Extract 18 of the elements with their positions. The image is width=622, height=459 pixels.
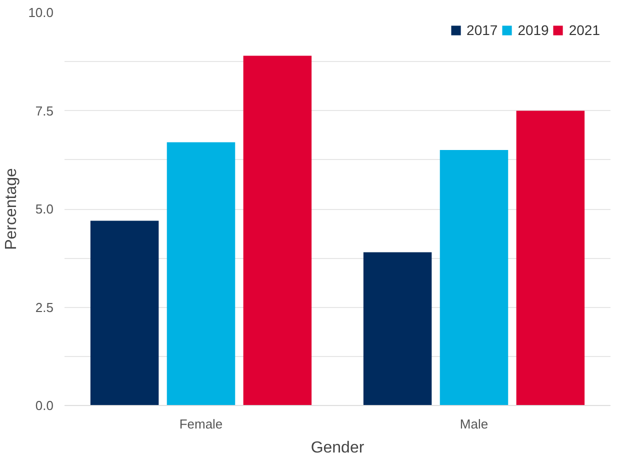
bar — [243, 56, 312, 406]
y-tick-label: 0.0 — [35, 398, 54, 413]
y-axis-title: Percentage — [3, 168, 20, 250]
bar — [363, 252, 432, 406]
bar — [440, 150, 508, 406]
y-tick-label: 10.0 — [28, 5, 54, 20]
x-tick-label: Male — [460, 416, 488, 432]
x-tick-label: Female — [179, 416, 223, 432]
y-tick-label: 7.5 — [35, 103, 54, 118]
y-tick-label: 5.0 — [35, 202, 54, 216]
legend-label: 2017 — [466, 22, 498, 38]
bar — [166, 142, 236, 406]
bar — [516, 110, 585, 406]
bar — [90, 220, 159, 406]
legend-label: 2019 — [518, 22, 549, 38]
legend-label: 2021 — [568, 22, 600, 38]
y-tick-label: 2.5 — [35, 300, 54, 315]
x-axis-title: Gender — [310, 440, 365, 456]
